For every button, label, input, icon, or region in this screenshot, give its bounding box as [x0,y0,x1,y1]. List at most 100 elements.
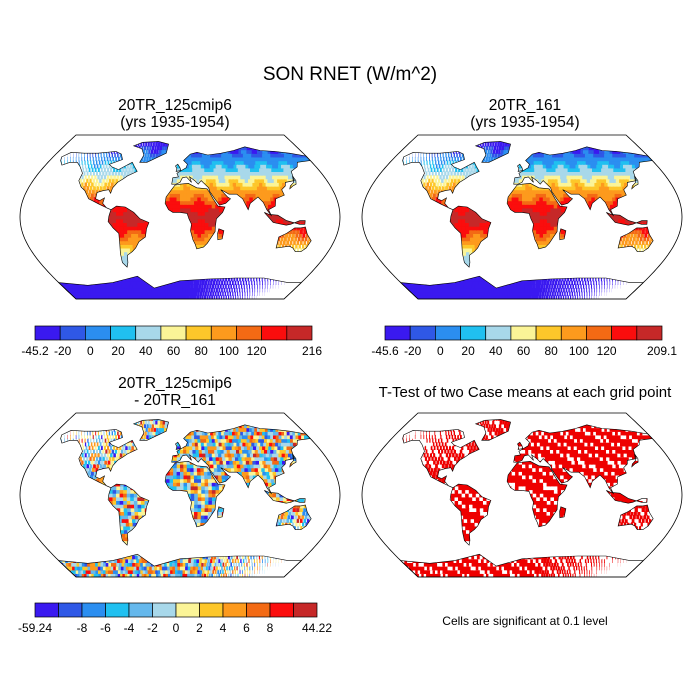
colorbar-tick-label: 209.1 [646,344,678,358]
colorbar-tick-label: -20 [404,344,422,358]
colorbar-tick-label: 2 [196,621,203,635]
coastline-uk [517,163,524,172]
colorbar-swatch [261,325,288,341]
coastline-japan [289,453,297,468]
colorbar-tick-label: 80 [544,344,558,358]
panel2-title-line2: (yrs 1935-1954) [470,114,580,131]
colorbar-swatch [293,602,318,618]
coastline-indonesia [606,490,648,504]
colorbar-swatch [34,602,59,618]
coastline-eurasia [171,146,311,217]
coastline-uk [175,441,182,450]
map-outline [361,412,683,578]
colorbar-swatch [560,325,587,341]
colorbar-tick-label: 0 [172,621,180,635]
colorbar-swatch [175,602,200,618]
colorbar-swatch [85,325,111,341]
panel2-title-line1: 20TR_161 [488,97,562,114]
colorbar-swatch [460,325,487,341]
colorbar-swatch [435,325,461,341]
colorbar-tick-label: 120 [246,344,267,358]
colorbar-swatch [384,325,411,341]
coastline-japan [631,453,639,468]
coastline-japan [289,175,297,190]
colorbar-tick-label: 8 [266,621,274,635]
colorbar-tick-label: -20 [54,344,72,358]
coastline-uk [175,163,182,172]
coastline-north-america [60,429,138,488]
figure-title: SON RNET (W/m^2) [262,64,438,85]
map-outline [361,134,683,300]
colorbar-tick-label: 20 [111,344,125,358]
coastline-south-america [107,483,150,546]
coastline-madagascar [559,228,567,241]
colorbar-tick-label: 6 [243,621,250,635]
colorbar-swatch [246,602,271,618]
colorbar-tick-label: 44.22 [301,621,333,635]
coastline-africa [506,460,568,528]
coastline-africa [164,182,226,250]
colorbar-tick-label: -45.2 [21,344,49,358]
colorbar-tick-label: -4 [123,621,135,635]
coastline-eurasia [513,424,653,495]
colorbar-tick-label: 100 [568,344,589,358]
colorbar-tick-label: 120 [596,344,617,358]
map-outline [19,134,341,300]
coastline-eurasia [513,146,653,217]
colorbar-tick-label: 0 [87,344,94,358]
colorbar-swatch [110,325,137,341]
coastline-greenland [132,419,169,441]
coastline-australia [617,504,654,530]
coastline-eurasia [171,424,311,495]
coastline-madagascar [217,228,225,241]
map-panel-case1 [19,134,341,300]
coastline-australia [275,226,312,252]
colorbar-tick-label: -45.6 [371,344,399,358]
colorbar-swatch [59,325,86,341]
colorbar-tick-label: 4 [219,621,227,635]
colorbar-swatch [409,325,436,341]
coastline-north-america [402,429,480,488]
colorbar-tick-label: 40 [139,344,153,358]
colorbar-swatch [510,325,537,341]
panel3-title: 20TR_125cmip6 - 20TR_161 [25,375,325,409]
coastline-north-america [402,151,480,210]
colorbar-swatch [128,602,153,618]
coastline-africa [506,182,568,250]
colorbar-tick-label: 0 [437,344,444,358]
coastline-africa [164,460,226,528]
colorbar-tick-label: -8 [76,621,88,635]
coastline-australia [617,226,654,252]
colorbar-tick-label: -2 [147,621,158,635]
coastline-australia [275,504,312,530]
coastline-south-america [107,205,150,268]
panel1-title: 20TR_125cmip6 (yrs 1935-1954) [25,97,325,131]
coastline-south-america [449,483,492,546]
colorbar-swatches [384,325,663,341]
colorbar-swatch [160,325,187,341]
coastline-indonesia [264,212,306,226]
colorbar-swatch [152,602,177,618]
colorbar-swatches [34,602,318,618]
colorbar-swatch [636,325,663,341]
coastline-madagascar [559,506,567,519]
colorbar-tick-label: 60 [516,344,531,358]
colorbar-swatch [58,602,83,618]
colorbar-tick-label: -6 [100,621,111,635]
colorbar-swatch [269,602,294,618]
panel4-title: T-Test of two Case means at each grid po… [378,384,672,401]
colorbar-swatch [535,325,562,341]
colorbar-swatch [81,602,106,618]
colorbar-swatch [236,325,262,341]
colorbar-swatch [185,325,212,341]
colorbar-tick-label: 20 [461,344,475,358]
colorbar-swatch [210,325,237,341]
colorbar-swatch [199,602,224,618]
panel1-title-line1: 20TR_125cmip6 [118,97,232,114]
map-outline [19,412,341,578]
colorbar-tick-label: 100 [218,344,239,358]
coastline-japan [631,175,639,190]
map-panel-difference [19,412,341,578]
colorbar-swatch [611,325,638,341]
map-panel-ttest [361,412,683,578]
